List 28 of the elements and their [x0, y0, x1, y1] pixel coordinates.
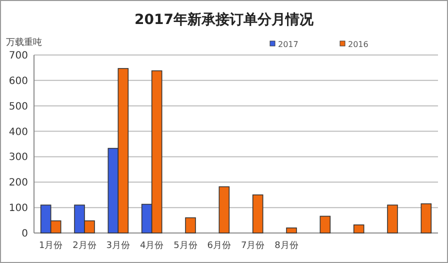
- x-tick-label: 4月份: [140, 240, 164, 251]
- y-tick-label: 500: [8, 101, 28, 112]
- y-tick-label: 300: [8, 152, 28, 164]
- x-tick-label: 1月份: [38, 240, 63, 251]
- y-tick-label: 200: [8, 178, 28, 189]
- x-tick-label: 7月份: [240, 240, 265, 251]
- y-axis-title: 万载重吨: [6, 37, 42, 48]
- x-tick-label: 6月份: [207, 240, 232, 251]
- x-tick-label: 8月份: [274, 240, 298, 251]
- y-tick-label: 100: [8, 203, 28, 214]
- bar: [320, 216, 331, 234]
- y-tick-label: 700: [8, 50, 28, 62]
- y-tick-label: 600: [8, 76, 28, 87]
- x-tick-label: 3月份: [106, 240, 130, 251]
- bar: [420, 203, 432, 234]
- legend-label: 2016: [348, 40, 368, 49]
- legend-label: 2017: [278, 40, 298, 49]
- y-tick-label: 0: [22, 228, 28, 240]
- bar: [218, 186, 230, 234]
- bar: [387, 204, 398, 234]
- x-tick-label: 5月份: [174, 240, 198, 251]
- chart-title: 2017年新承接订单分月情况: [134, 11, 314, 28]
- bar: [286, 228, 297, 234]
- bar: [252, 194, 264, 234]
- y-tick-label: 400: [8, 126, 28, 138]
- x-tick-label: 2月份: [72, 240, 96, 251]
- bar: [353, 224, 364, 234]
- bar: [185, 217, 196, 234]
